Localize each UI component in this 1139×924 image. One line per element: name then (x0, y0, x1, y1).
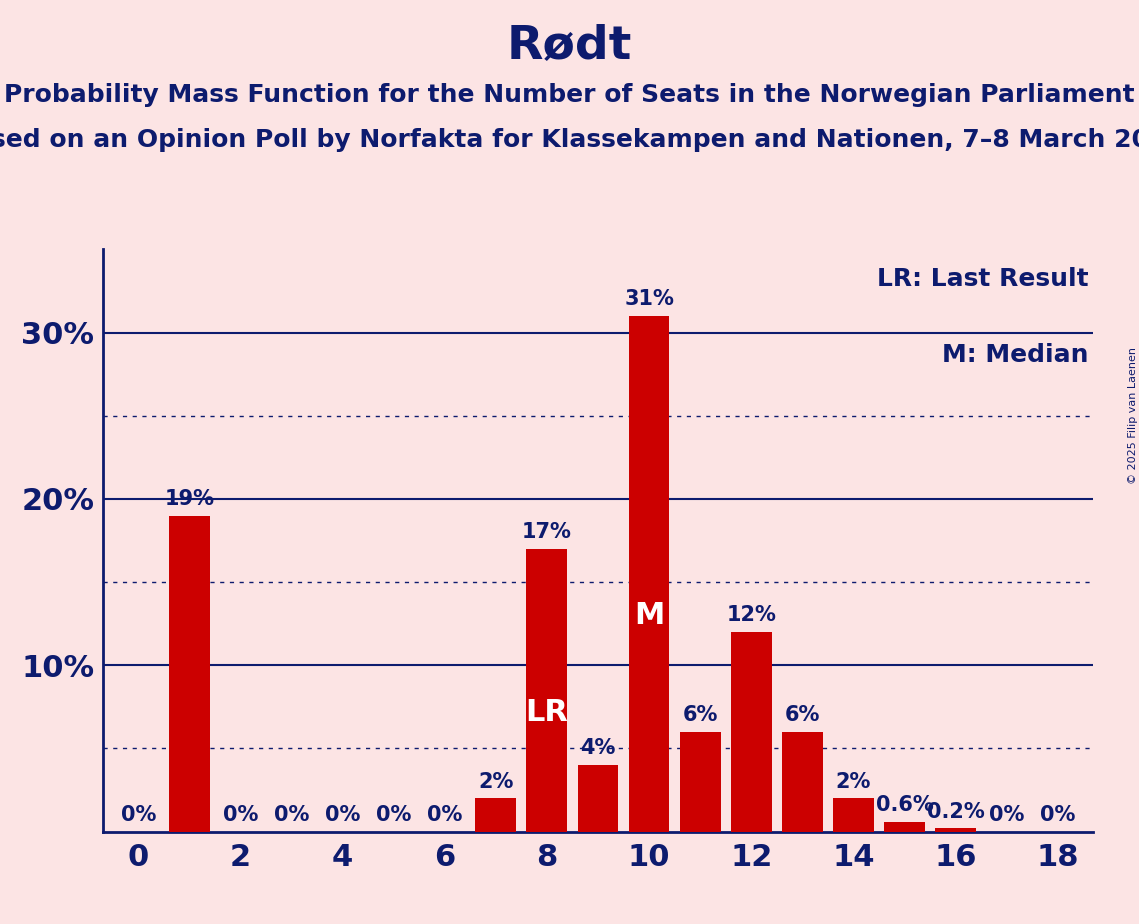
Text: 4%: 4% (580, 738, 616, 759)
Text: LR: Last Result: LR: Last Result (877, 267, 1089, 291)
Text: 0%: 0% (325, 805, 360, 825)
Text: 0%: 0% (427, 805, 462, 825)
Text: 2%: 2% (478, 772, 514, 792)
Text: 12%: 12% (727, 605, 776, 626)
Bar (629, 316, 670, 832)
Text: Based on an Opinion Poll by Norfakta for Klassekampen and Nationen, 7–8 March 20: Based on an Opinion Poll by Norfakta for… (0, 128, 1139, 152)
Text: 0.2%: 0.2% (927, 802, 984, 821)
Text: M: Median: M: Median (942, 343, 1089, 367)
Text: 0%: 0% (121, 805, 156, 825)
Bar (833, 798, 874, 832)
Bar (475, 798, 516, 832)
Text: 0%: 0% (376, 805, 411, 825)
Text: 19%: 19% (164, 489, 214, 509)
Bar (781, 732, 822, 832)
Bar (884, 821, 925, 832)
Text: 2%: 2% (836, 772, 871, 792)
Text: 31%: 31% (624, 289, 674, 310)
Bar (577, 765, 618, 832)
Text: LR: LR (525, 699, 568, 727)
Bar (169, 516, 210, 832)
Text: © 2025 Filip van Laenen: © 2025 Filip van Laenen (1129, 347, 1138, 484)
Bar (731, 632, 771, 832)
Text: Probability Mass Function for the Number of Seats in the Norwegian Parliament: Probability Mass Function for the Number… (5, 83, 1134, 107)
Text: 0%: 0% (273, 805, 309, 825)
Text: M: M (634, 601, 664, 629)
Bar (935, 828, 976, 832)
Bar (680, 732, 721, 832)
Text: 6%: 6% (682, 705, 718, 725)
Bar (526, 549, 567, 832)
Text: 6%: 6% (785, 705, 820, 725)
Text: 0%: 0% (1040, 805, 1075, 825)
Text: 17%: 17% (522, 522, 572, 542)
Text: 0%: 0% (989, 805, 1024, 825)
Text: Rødt: Rødt (507, 23, 632, 68)
Text: 0%: 0% (223, 805, 259, 825)
Text: 0.6%: 0.6% (876, 795, 933, 815)
